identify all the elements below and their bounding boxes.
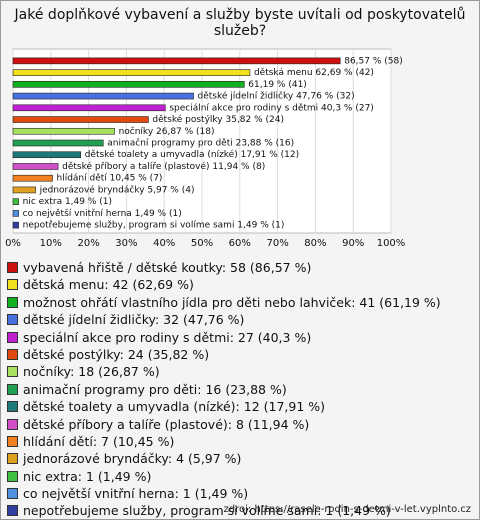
legend-swatch [7,366,18,378]
data-label: dětské toalety a umyvadla (nízké) 17,91 … [85,149,299,160]
x-tick-label: 90% [342,238,364,249]
plot: 0% 10% 20% 30% 40% 50% 60% 70% 80% 90% 100% 86,57 %… [5,48,406,249]
bar [12,81,245,88]
legend-label: nic extra: 1 (1,49 %) [23,468,152,484]
x-tick-label: 10% [40,238,62,249]
legend-entry: vybavená hřiště / dětské koutky: 58 (86,… [7,259,441,276]
bar [12,210,19,217]
legend-label: co největší vnitřní herna: 1 (1,49 %) [23,486,249,502]
bar [12,174,53,182]
legend-entry: dětské příbory a talíře (plastové): 8 (1… [7,416,441,433]
bar [12,163,59,170]
data-label: co největší vnitřní herna 1,49 % (1) [23,208,182,219]
legend-label: animační programy pro děti: 16 (23,88 %) [23,381,287,397]
bar [12,151,81,159]
legend-label: nočníky: 18 (26,87 %) [23,364,160,380]
data-label: dětské postýlky 35,82 % (24) [152,114,284,125]
x-tick-label: 40% [153,238,175,249]
x-tick-label: 0% [5,238,21,249]
legend-swatch [7,348,18,360]
legend-entry: nepotřebujeme služby, program si volíme … [7,502,441,519]
x-tick-label: 80% [304,238,326,249]
x-tick-label: 50% [191,238,213,249]
bar [12,57,341,65]
x-tick-label: 30% [115,238,137,249]
bar [12,69,251,76]
data-label: speciální akce pro rodiny s dětmi 40,3 %… [169,103,373,113]
legend-swatch [7,453,18,465]
legend-label: jednorázové bryndáčky: 4 (5,97 %) [23,451,242,467]
legend: vybavená hřiště / dětské koutky: 58 (86,… [7,259,441,519]
legend-label: dětská menu: 42 (62,69 %) [23,277,194,293]
legend-entry: nic extra: 1 (1,49 %) [7,468,441,485]
legend-entry: animační programy pro děti: 16 (23,88 %) [7,381,441,398]
chart-title: Jaké doplňkové vybavení a služby byste u… [14,7,466,39]
legend-swatch [7,262,18,273]
legend-label: možnost ohřátí vlastního jídla pro děti … [23,294,441,310]
data-label: nic extra 1,49 % (1) [23,197,112,207]
bar [12,186,36,194]
legend-swatch [7,331,18,343]
legend-swatch [7,383,18,395]
data-label: dětské jídelní židličky 47,76 % (32) [198,91,355,102]
data-label: nepotřebujeme služby, program si volíme … [23,221,285,231]
legend-label: dětské jídelní židličky: 32 (47,76 %) [23,312,245,328]
data-label: jednorázové bryndáčky 5,97 % (4) [39,184,195,195]
legend-label: dětské postýlky: 24 (35,82 %) [23,346,210,362]
legend-swatch [7,279,18,291]
x-tick-label: 20% [77,238,99,249]
data-label: dětské příbory a talíře (plastové) 11,94… [62,161,265,172]
data-label: dětská menu 62,69 % (42) [254,68,374,78]
legend-label: hlídání dětí: 7 (10,45 %) [23,433,175,449]
legend-swatch [7,435,18,447]
legend-entry: jednorázové bryndáčky: 4 (5,97 %) [7,450,441,467]
bar [12,92,194,100]
legend-swatch [7,505,18,517]
legend-entry: nočníky: 18 (26,87 %) [7,363,441,380]
legend-entry: dětská menu: 42 (62,69 %) [7,276,441,293]
x-tick-label: 60% [229,238,251,249]
legend-entry: dětské toalety a umyvadla (nízké): 12 (1… [7,398,441,415]
legend-label: dětské příbory a talíře (plastové): 8 (1… [23,416,310,432]
bar [12,221,19,229]
data-label: hlídání dětí 10,45 % (7) [57,174,163,184]
data-label: 61,19 % (41) [248,80,307,90]
source: zdroj: https://rasele-rodin-s-detmi-v-le… [223,504,471,515]
legend-entry: dětské jídelní židličky: 32 (47,76 %) [7,311,441,328]
x-tick-label: 100% [377,238,406,249]
legend-entry: co největší vnitřní herna: 1 (1,49 %) [7,485,441,502]
legend-entry: speciální akce pro rodiny s dětmi: 27 (4… [7,329,441,346]
legend-swatch [7,296,18,308]
bar [12,116,149,123]
bar [12,139,104,147]
legend-swatch [7,470,18,482]
data-label: 86,57 % (58) [344,56,403,66]
legend-label: dětské toalety a umyvadla (nízké): 12 (1… [23,399,326,415]
legend-label: nepotřebujeme služby, program si volíme … [23,503,391,519]
legend-swatch [7,401,18,413]
bar [12,198,19,205]
legend-swatch [7,314,18,326]
data-label: animační programy pro děti 23,88 % (16) [107,138,294,149]
legend-swatch [7,488,18,500]
legend-entry: dětské postýlky: 24 (35,82 %) [7,346,441,363]
x-tick-label: 70% [266,238,288,249]
legend-entry: hlídání dětí: 7 (10,45 %) [7,433,441,450]
data-label: nočníky 26,87 % (18) [119,126,215,137]
bar [12,104,166,112]
legend-swatch [7,418,18,430]
bar [12,127,115,135]
legend-label: speciální akce pro rodiny s dětmi: 27 (4… [23,329,312,345]
legend-entry: možnost ohřátí vlastního jídla pro děti … [7,294,441,311]
legend-label: vybavená hřiště / dětské koutky: 58 (86,… [23,260,312,275]
